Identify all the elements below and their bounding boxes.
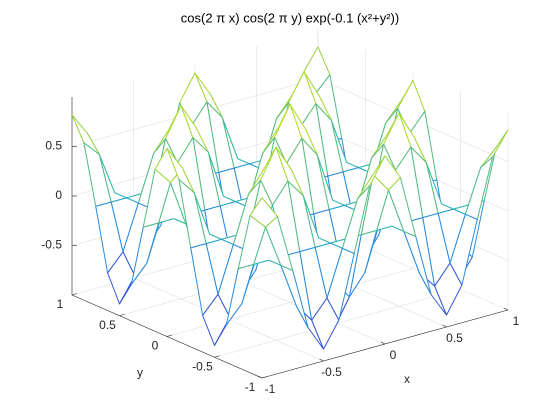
y-tick <box>214 355 220 358</box>
x-tick-label: -1 <box>265 382 276 396</box>
x-axis-label: x <box>404 372 410 386</box>
mesh-cell <box>249 197 278 228</box>
x-tick <box>503 307 509 311</box>
chart-title: cos(2 π x) cos(2 π y) exp(-0.1 (x²+y²)) <box>181 10 399 25</box>
y-tick-label: -0.5 <box>192 359 213 373</box>
y-tick-label: 1 <box>57 297 64 311</box>
z-tick-label: -0.5 <box>41 238 62 252</box>
y-tick <box>261 376 268 379</box>
y-tick <box>71 293 78 296</box>
x-tick <box>442 324 447 328</box>
x-tick-label: 0 <box>390 348 397 362</box>
y-tick-label: 0.5 <box>99 318 116 332</box>
mesh-cell <box>480 129 509 168</box>
x-tick-label: 1 <box>513 314 520 328</box>
z-tick-label: 0 <box>55 188 62 202</box>
y-tick-label: 0 <box>152 339 159 353</box>
x-tick <box>257 375 263 379</box>
y-tick <box>119 313 125 317</box>
x-tick-label: -0.5 <box>321 365 342 379</box>
y-tick <box>166 334 173 337</box>
x-tick <box>319 358 324 362</box>
mesh-cell <box>464 156 494 220</box>
x-tick-label: 0.5 <box>446 331 463 345</box>
z-tick-label: 0.5 <box>45 139 62 153</box>
y-axis-label: y <box>137 366 143 380</box>
y-tick-label: -1 <box>245 380 256 394</box>
x-tick <box>380 341 386 345</box>
